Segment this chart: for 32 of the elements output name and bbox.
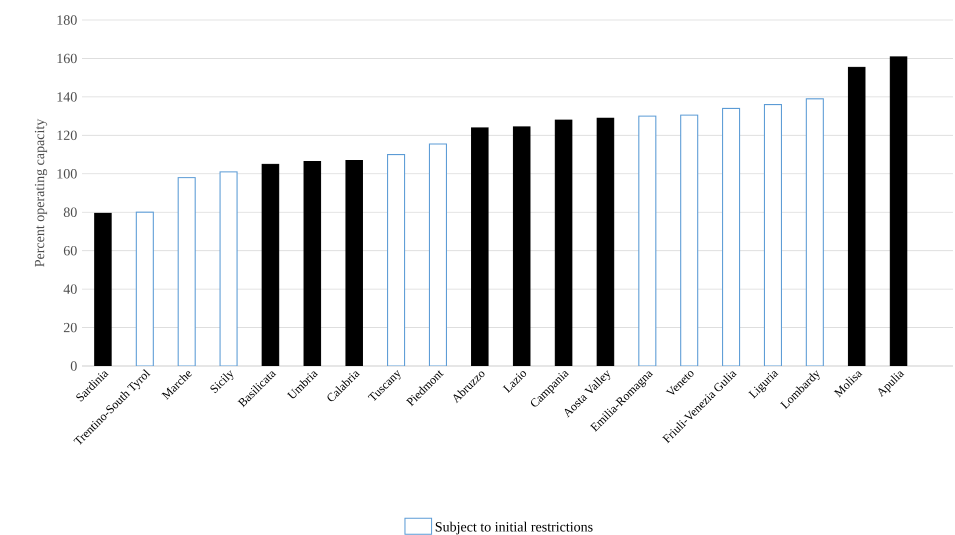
- legend-label: Subject to initial restrictions: [436, 522, 593, 534]
- bar: [387, 154, 406, 366]
- bar: [262, 164, 280, 366]
- bar: [680, 114, 698, 366]
- y-tick-label: 160: [58, 54, 77, 64]
- y-tick-label: 20: [64, 322, 77, 332]
- bar: [512, 126, 530, 366]
- bar: [596, 118, 614, 366]
- bar: [806, 98, 824, 366]
- bar: [178, 177, 196, 366]
- bar: [428, 143, 447, 366]
- bar: [764, 104, 782, 366]
- bar: [136, 212, 154, 366]
- y-tick-label: 140: [58, 92, 77, 102]
- bar: [94, 212, 112, 366]
- bar: [304, 161, 322, 366]
- y-tick-label: 0: [70, 361, 77, 371]
- y-axis-title: Percent operating capacity: [34, 118, 48, 267]
- y-tick-label: 80: [64, 208, 77, 217]
- bar: [722, 108, 740, 366]
- bar: [554, 120, 572, 366]
- y-tick-label: 40: [64, 284, 77, 294]
- bar: [220, 171, 238, 366]
- bar: [345, 160, 363, 366]
- bar: [848, 66, 866, 366]
- bar: [890, 56, 908, 366]
- y-tick-label: 100: [58, 169, 77, 179]
- y-tick-label: 60: [64, 246, 77, 256]
- bar: [638, 116, 656, 366]
- y-tick-label: 120: [58, 130, 77, 140]
- y-tick-label: 180: [58, 15, 77, 25]
- bar: [471, 127, 489, 366]
